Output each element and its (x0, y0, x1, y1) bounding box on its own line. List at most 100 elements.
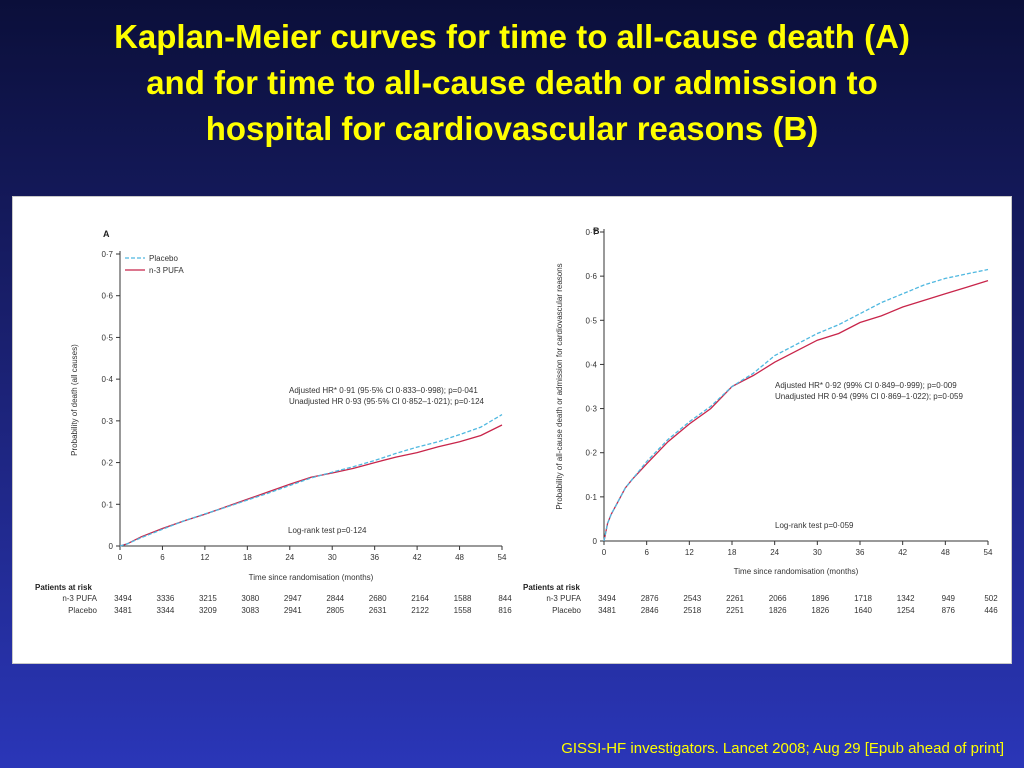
panel-b-x-axis-label: Time since randomisation (months) (734, 567, 859, 576)
panel-a-y-tick-label: 0·5 (101, 333, 113, 342)
panel-b-y-tick-label: 0·4 (585, 360, 597, 369)
panel-b-y-tick-label: 0 (593, 537, 598, 546)
panel-a-risk-value: 2805 (326, 606, 344, 615)
panel-a-x-axis-label: Time since randomisation (months) (249, 573, 374, 582)
panel-b-risk-row-label: n-3 PUFA (546, 594, 581, 603)
citation: GISSI-HF investigators. Lancet 2008; Aug… (561, 740, 1004, 757)
panel-a-y-tick-label: 0·2 (101, 459, 113, 468)
panel-b-x-tick-label: 30 (813, 548, 822, 557)
panel-a-x-tick-label: 12 (200, 553, 209, 562)
panel-a-risk-value: 844 (498, 594, 512, 603)
panel-a-y-tick-label: 0·7 (101, 250, 113, 259)
panel-b-risk-header: Patients at risk (523, 583, 580, 592)
kaplan-meier-figure: A 0 0·1 0·2 0·3 0·4 0·5 0·6 0·7 0 6 12 18 24 30 36 42 48 5… (35, 226, 998, 615)
title-line-1: Kaplan-Meier curves for time to all-caus… (114, 18, 910, 55)
slide-title: Kaplan-Meier curves for time to all-caus… (20, 14, 1004, 152)
panel-b-y-tick-label: 0·1 (585, 493, 597, 502)
panel-a-x-tick-label: 42 (413, 553, 422, 562)
panel-a-risk-value: 3494 (114, 594, 132, 603)
title-line-2: and for time to all-cause death or admis… (146, 64, 878, 101)
panel-a-y-tick-label: 0·1 (101, 500, 113, 509)
panel-b-risk-value: 2261 (726, 594, 744, 603)
panel-b-x-tick-label: 48 (941, 548, 950, 557)
panel-a-y-tick-label: 0·3 (101, 417, 113, 426)
figure-panel: A 0 0·1 0·2 0·3 0·4 0·5 0·6 0·7 0 6 12 18 24 30 36 42 48 5… (12, 196, 1012, 664)
panel-a-x-tick-label: 48 (455, 553, 464, 562)
panel-a-risk-value: 2680 (369, 594, 387, 603)
panel-a-risk-value: 1588 (454, 594, 472, 603)
panel-b-risk-value: 3481 (598, 606, 616, 615)
panel-b-risk-value: 1826 (769, 606, 787, 615)
panel-a-risk-row-label: Placebo (68, 606, 97, 615)
panel-b-risk-value: 2543 (683, 594, 701, 603)
panel-a-y-axis-label: Probability of death (all causes) (70, 344, 79, 456)
panel-a-risk-value: 2122 (411, 606, 429, 615)
panel-a-risk-value: 2941 (284, 606, 302, 615)
panel-b-y-tick-label: 0·7 (585, 228, 597, 237)
panel-b-x-tick-label: 18 (728, 548, 737, 557)
panel-b-y-tick-label: 0·5 (585, 316, 597, 325)
panel-b-y-tick-label: 0·6 (585, 272, 597, 281)
panel-b-risk-value: 1896 (811, 594, 829, 603)
panel-a-x-tick-label: 36 (370, 553, 379, 562)
panel-b-risk-value: 876 (942, 606, 956, 615)
panel-a-risk-value: 3080 (241, 594, 259, 603)
panel-a-risk-header: Patients at risk (35, 583, 92, 592)
panel-b-risk-row-label: Placebo (552, 606, 581, 615)
panel-a-risk-value: 3344 (157, 606, 175, 615)
panel-b-risk-value: 1640 (854, 606, 872, 615)
panel-a-x-tick-label: 54 (498, 553, 507, 562)
panel-b-risk-value: 1826 (811, 606, 829, 615)
panel-b-hr-annotation: Adjusted HR* 0·92 (99% CI 0·849–0·999); … (775, 381, 957, 390)
panel-b-risk-value: 1254 (897, 606, 915, 615)
panel-b-x-tick-label: 24 (770, 548, 779, 557)
panel-a-x-tick-label: 30 (328, 553, 337, 562)
panel-a-risk-value: 3209 (199, 606, 217, 615)
panel-a-x-tick-label: 6 (160, 553, 165, 562)
panel-a-risk-value: 2844 (326, 594, 344, 603)
panel-b-risk-value: 446 (984, 606, 998, 615)
panel-a-x-tick-label: 18 (243, 553, 252, 562)
panel-b-y-tick-label: 0·2 (585, 449, 597, 458)
panel-b-logrank-annotation: Log-rank test p=0·059 (775, 521, 854, 530)
panel-a-risk-value: 3215 (199, 594, 217, 603)
panel-a-risk-value: 3481 (114, 606, 132, 615)
panel-a-risk-value: 2164 (411, 594, 429, 603)
panel-a-hr-annotation: Unadjusted HR 0·93 (95·5% CI 0·852–1·021… (289, 397, 485, 406)
panel-b-letter: B (593, 226, 600, 236)
panel-a-x-tick-label: 24 (285, 553, 294, 562)
panel-b-risk-value: 2066 (769, 594, 787, 603)
panel-b-x-tick-label: 6 (644, 548, 649, 557)
panel-b-x-tick-label: 36 (856, 548, 865, 557)
title-line-3: hospital for cardiovascular reasons (B) (205, 110, 819, 147)
panel-a-legend-label: n-3 PUFA (149, 266, 184, 275)
panel-b-x-tick-label: 54 (984, 548, 993, 557)
panel-a-hr-annotation: Adjusted HR* 0·91 (95·5% CI 0·833–0·998)… (289, 386, 478, 395)
panel-a-legend-label: Placebo (149, 254, 178, 263)
panel-b-x-tick-label: 42 (898, 548, 907, 557)
panel-a-y-tick-label: 0·4 (101, 375, 113, 384)
panel-b-risk-value: 2846 (641, 606, 659, 615)
panel-a-risk-value: 2631 (369, 606, 387, 615)
panel-a-letter: A (103, 229, 110, 239)
panel-b-y-axis-label: Probability of all-cause death or admiss… (555, 263, 564, 509)
panel-a-y-tick-label: 0·6 (101, 292, 113, 301)
panel-a-x-tick-label: 0 (118, 553, 123, 562)
panel-b-series-placebo-line (603, 268, 989, 542)
panel-a-risk-value: 3083 (241, 606, 259, 615)
panel-b-risk-value: 2876 (641, 594, 659, 603)
panel-b-risk-value: 502 (984, 594, 998, 603)
panel-b-hr-annotation: Unadjusted HR 0·94 (99% CI 0·869–1·022);… (775, 392, 963, 401)
panel-a-risk-value: 2947 (284, 594, 302, 603)
panel-b-risk-value: 2251 (726, 606, 744, 615)
panel-a-risk-value: 1558 (454, 606, 472, 615)
panel-b-series-n-3-pufa-line (603, 279, 989, 542)
panel-b-risk-value: 1342 (897, 594, 915, 603)
panel-a-series-placebo-line (119, 414, 503, 547)
panel-b-risk-value: 949 (942, 594, 956, 603)
panel-b-x-tick-label: 12 (685, 548, 694, 557)
panel-a-risk-value: 3336 (157, 594, 175, 603)
panel-b-risk-value: 2518 (683, 606, 701, 615)
panel-b-risk-value: 3494 (598, 594, 616, 603)
panel-b-x-tick-label: 0 (602, 548, 607, 557)
